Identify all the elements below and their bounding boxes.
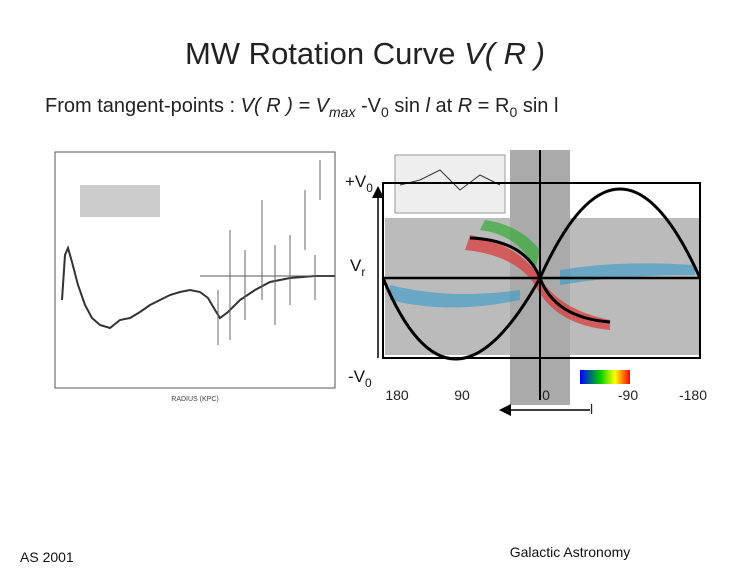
longitude-label: -90 bbox=[618, 387, 638, 403]
subtitle-part: 0 bbox=[509, 104, 517, 120]
subtitle-part: R bbox=[458, 95, 472, 117]
title-main: MW Rotation Curve bbox=[185, 36, 464, 71]
overlay-labels: +V0 Vr -V0 bbox=[345, 172, 373, 390]
subtitle-part: = R bbox=[472, 95, 509, 117]
emission-blue-right bbox=[560, 263, 695, 285]
longitude-axis-label: l bbox=[590, 401, 593, 417]
tangent-curve bbox=[469, 236, 611, 324]
longitude-label: 90 bbox=[454, 387, 470, 403]
longitude-label: 0 bbox=[542, 387, 550, 403]
subtitle-part: -V bbox=[355, 95, 381, 117]
upper-curve bbox=[538, 187, 702, 279]
title-italic: V( R ) bbox=[464, 36, 545, 71]
footer-left: AS 2001 bbox=[20, 549, 74, 565]
subtitle-part: = V bbox=[293, 95, 331, 117]
plus-v: +V bbox=[345, 172, 367, 191]
footer-right: Galactic Astronomy bbox=[510, 544, 631, 560]
subtitle-part: 0 bbox=[381, 104, 389, 120]
plus-v0-label: +V0 bbox=[345, 172, 373, 195]
emission-green bbox=[480, 220, 540, 270]
subtitle-part: at bbox=[430, 95, 458, 117]
vr-label: Vr bbox=[350, 256, 365, 279]
x-axis-label: RADIUS (KPC) bbox=[171, 396, 218, 403]
lower-curve bbox=[381, 277, 542, 361]
minus-v: -V bbox=[348, 367, 366, 386]
subtitle-part: l bbox=[426, 95, 431, 117]
minus-v0-label: -V0 bbox=[348, 367, 372, 390]
vr: V bbox=[350, 256, 362, 275]
longitude-label: -180 bbox=[679, 387, 707, 403]
subtitle-part: sin bbox=[389, 95, 426, 117]
colorbar bbox=[580, 370, 630, 384]
lv-diagram bbox=[372, 150, 702, 416]
longitude-labels: 180 90 0 -90 -180 bbox=[385, 387, 707, 403]
subtitle-part: sin l bbox=[517, 95, 558, 117]
emission-blue bbox=[390, 285, 520, 308]
velocity-box bbox=[382, 182, 701, 359]
subtitle-part: max bbox=[329, 104, 356, 120]
longitude-label: 180 bbox=[385, 387, 409, 403]
plus-v-sub: 0 bbox=[366, 181, 373, 195]
subtitle: From tangent-points : V( R ) = Vmax -V0 … bbox=[45, 95, 558, 120]
minus-v-sub: 0 bbox=[365, 376, 372, 390]
subtitle-part: V( R ) bbox=[241, 95, 293, 117]
slide-title: MW Rotation Curve V( R ) bbox=[185, 36, 545, 71]
legend-box bbox=[80, 185, 160, 217]
error-bars bbox=[217, 160, 321, 345]
subtitle-part: From tangent-points : bbox=[45, 95, 241, 117]
rotation-curve-scan: RADIUS (KPC) bbox=[54, 151, 336, 403]
inset-profile bbox=[399, 169, 501, 191]
vr-sub: r bbox=[361, 265, 365, 279]
curve bbox=[61, 245, 335, 330]
